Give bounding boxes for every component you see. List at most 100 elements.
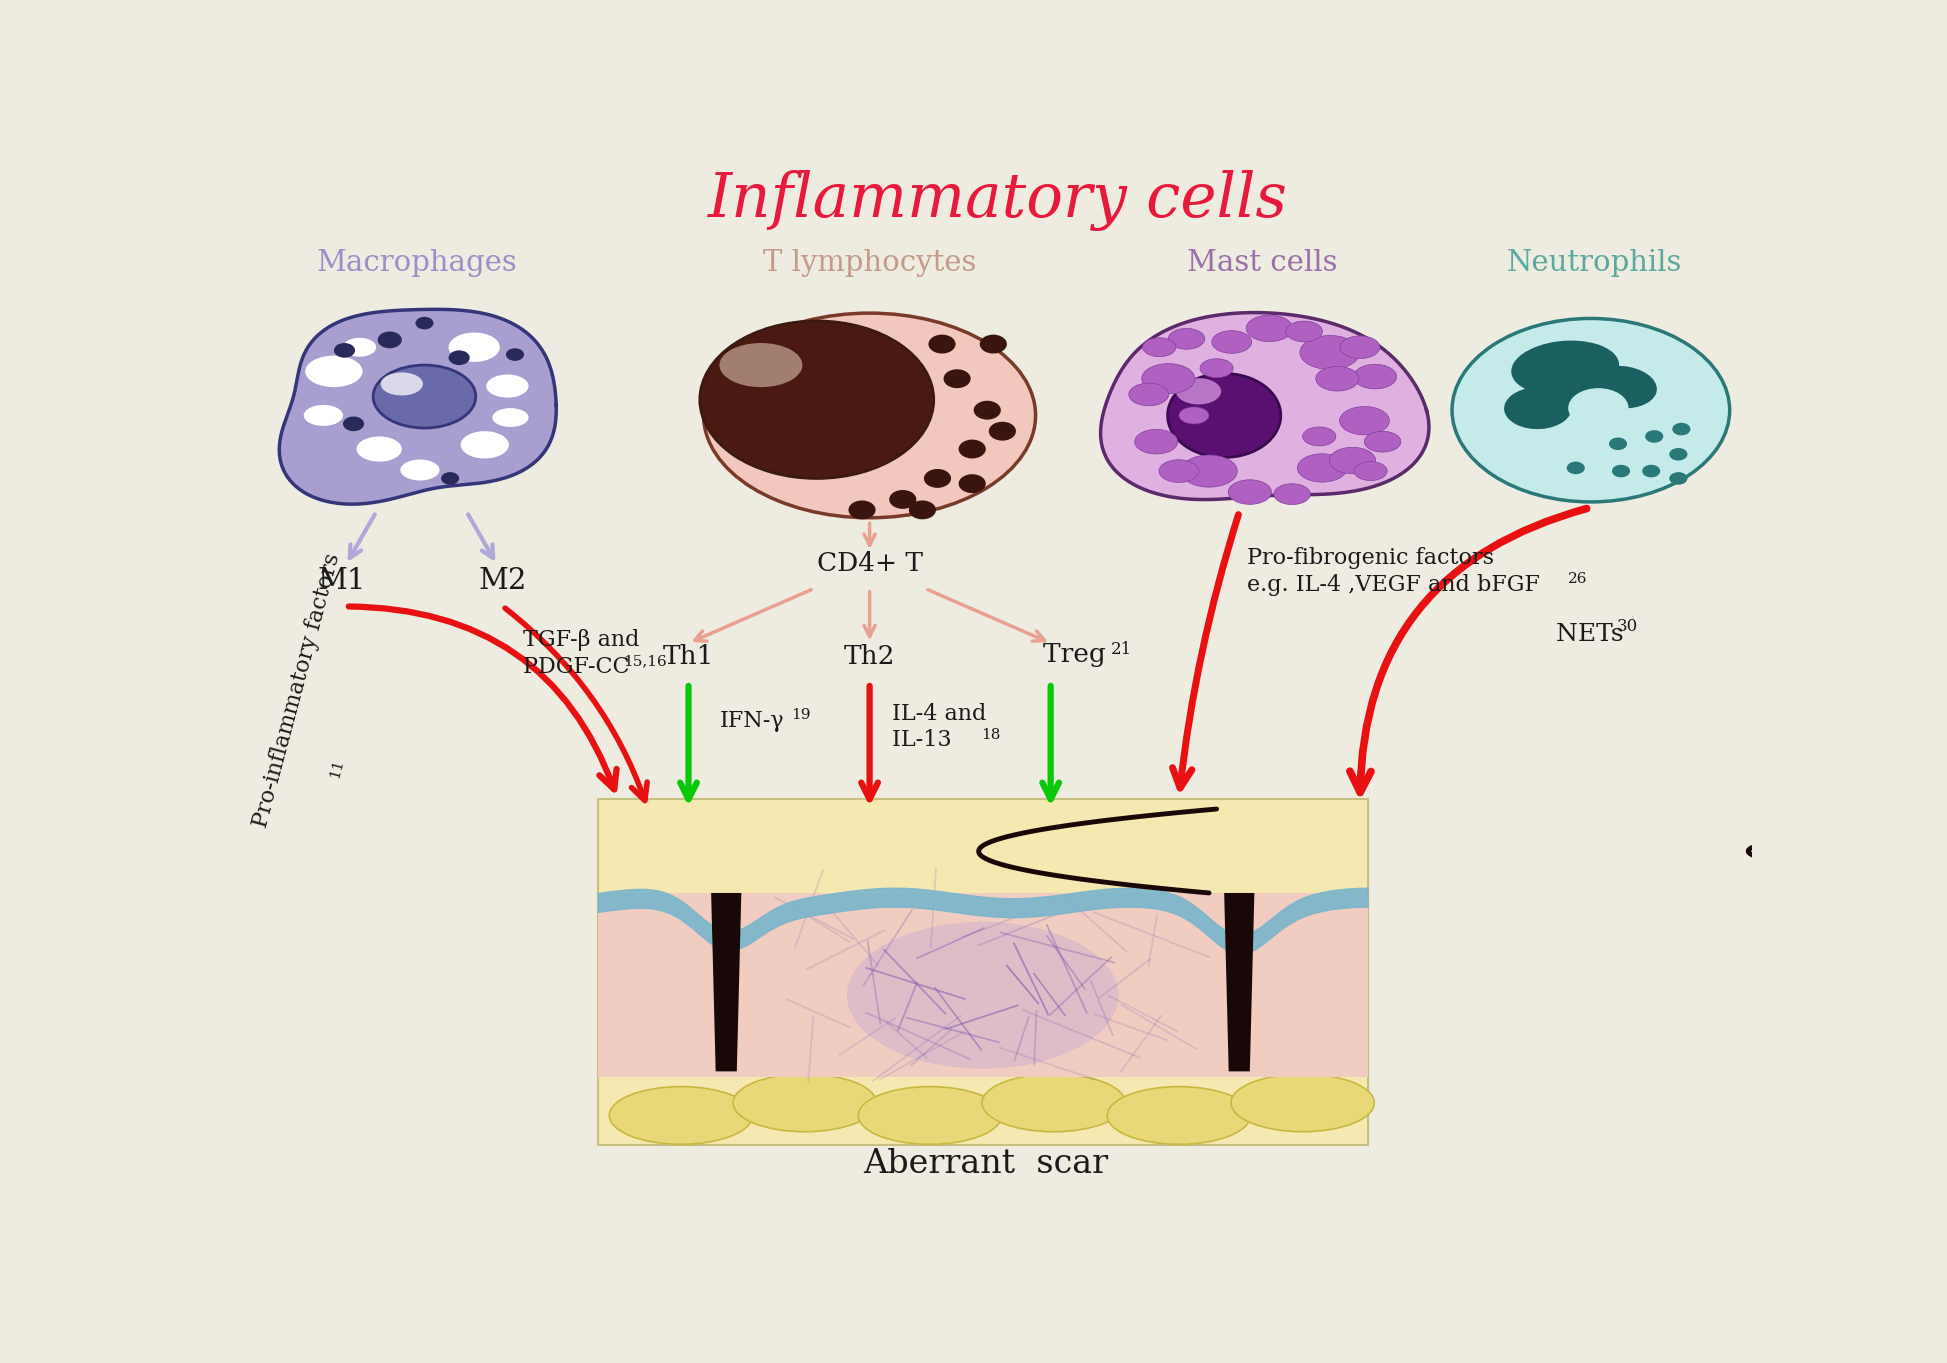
Text: M1: M1 (317, 567, 366, 594)
Text: Inflammatory cells: Inflammatory cells (709, 170, 1287, 230)
Ellipse shape (1330, 447, 1377, 474)
Ellipse shape (981, 1074, 1125, 1131)
Circle shape (1669, 448, 1688, 461)
Ellipse shape (1246, 315, 1293, 342)
Ellipse shape (1511, 341, 1620, 395)
Ellipse shape (306, 356, 362, 387)
Ellipse shape (1353, 462, 1386, 481)
Circle shape (890, 489, 917, 508)
Ellipse shape (382, 372, 422, 395)
Text: PDGF-CC: PDGF-CC (522, 656, 637, 677)
Circle shape (1669, 472, 1688, 485)
Circle shape (989, 421, 1016, 440)
Ellipse shape (461, 431, 508, 458)
Circle shape (378, 331, 401, 349)
Ellipse shape (1141, 364, 1195, 394)
Text: Neutrophils: Neutrophils (1507, 249, 1682, 277)
Text: 26: 26 (1567, 572, 1587, 586)
Text: Mast cells: Mast cells (1186, 249, 1338, 277)
Ellipse shape (1316, 367, 1359, 391)
Ellipse shape (699, 320, 935, 478)
Ellipse shape (1585, 365, 1657, 409)
Ellipse shape (1505, 387, 1571, 429)
Text: Treg: Treg (1044, 642, 1114, 667)
Text: 15,16: 15,16 (623, 654, 668, 668)
Ellipse shape (487, 375, 528, 398)
Circle shape (979, 335, 1007, 353)
Ellipse shape (1340, 406, 1390, 435)
Circle shape (1567, 462, 1585, 474)
Circle shape (448, 350, 469, 365)
Ellipse shape (1285, 322, 1322, 342)
Ellipse shape (1108, 1086, 1250, 1145)
Text: 30: 30 (1616, 617, 1637, 635)
Ellipse shape (356, 436, 401, 462)
Ellipse shape (1353, 364, 1396, 388)
Polygon shape (711, 893, 742, 1071)
Ellipse shape (847, 921, 1118, 1069)
Text: 21: 21 (1112, 641, 1133, 658)
Circle shape (974, 401, 1001, 420)
Ellipse shape (1567, 388, 1628, 428)
Ellipse shape (1168, 328, 1205, 349)
Ellipse shape (1534, 361, 1624, 403)
Circle shape (958, 474, 985, 493)
Text: e.g. IL-4 ,VEGF and bFGF: e.g. IL-4 ,VEGF and bFGF (1246, 574, 1546, 596)
Ellipse shape (609, 1086, 753, 1145)
Text: 11: 11 (327, 756, 347, 780)
Ellipse shape (1199, 358, 1232, 378)
Circle shape (442, 472, 459, 485)
Ellipse shape (448, 333, 500, 363)
Circle shape (925, 469, 950, 488)
Text: Th2: Th2 (843, 645, 896, 669)
Circle shape (1672, 423, 1690, 435)
Ellipse shape (1273, 484, 1310, 504)
Ellipse shape (1365, 431, 1402, 453)
FancyBboxPatch shape (598, 799, 1367, 1145)
Polygon shape (1100, 312, 1429, 500)
Circle shape (1645, 431, 1663, 443)
Text: CD4+ T: CD4+ T (816, 551, 923, 575)
Ellipse shape (1180, 408, 1209, 424)
Text: T lymphocytes: T lymphocytes (763, 249, 975, 277)
Ellipse shape (1231, 1074, 1375, 1131)
Text: Pro-inflammatory factors: Pro-inflammatory factors (249, 544, 347, 830)
Ellipse shape (1176, 378, 1221, 405)
Polygon shape (1225, 893, 1254, 1071)
Text: IL-13: IL-13 (892, 729, 960, 751)
Ellipse shape (374, 365, 475, 428)
Ellipse shape (1303, 427, 1336, 446)
Text: IL-4 and: IL-4 and (892, 703, 987, 725)
Circle shape (929, 335, 956, 353)
Text: IFN-γ: IFN-γ (720, 710, 785, 732)
Circle shape (506, 349, 524, 361)
Circle shape (909, 500, 937, 519)
Ellipse shape (703, 313, 1036, 518)
Ellipse shape (1143, 338, 1176, 357)
Circle shape (343, 417, 364, 431)
Ellipse shape (343, 338, 376, 357)
Circle shape (415, 316, 434, 330)
Ellipse shape (859, 1086, 1001, 1145)
Text: 19: 19 (790, 707, 810, 722)
Ellipse shape (1229, 480, 1271, 504)
Circle shape (1612, 465, 1630, 477)
Text: TGF-β and: TGF-β and (522, 630, 639, 652)
Ellipse shape (1158, 459, 1199, 483)
Text: 18: 18 (981, 728, 1001, 741)
Ellipse shape (720, 343, 802, 387)
Ellipse shape (1452, 319, 1729, 502)
Ellipse shape (1297, 454, 1347, 483)
Polygon shape (278, 309, 557, 504)
Text: M2: M2 (479, 567, 528, 594)
Circle shape (944, 369, 972, 388)
Text: Th1: Th1 (662, 645, 715, 669)
Circle shape (958, 440, 985, 458)
Circle shape (849, 500, 876, 519)
Text: Pro-fibrogenic factors: Pro-fibrogenic factors (1246, 548, 1493, 570)
Circle shape (1608, 438, 1628, 450)
Circle shape (335, 343, 354, 357)
Ellipse shape (1168, 373, 1281, 458)
Ellipse shape (1135, 429, 1178, 454)
Ellipse shape (1182, 455, 1236, 487)
